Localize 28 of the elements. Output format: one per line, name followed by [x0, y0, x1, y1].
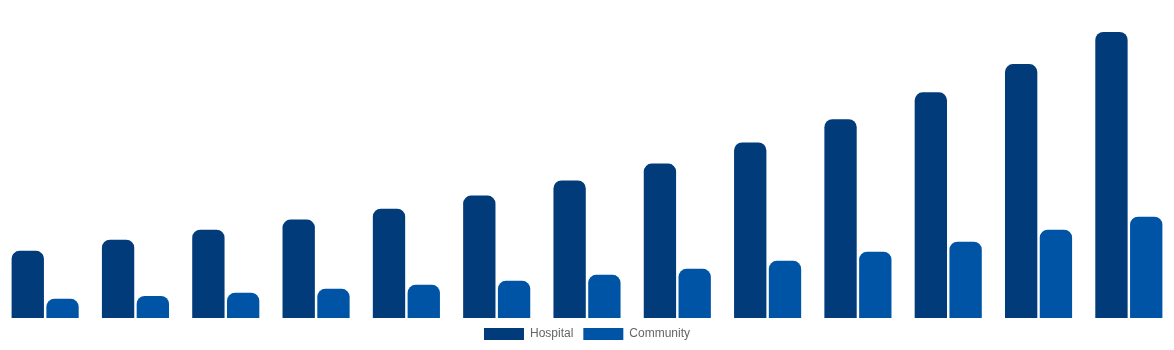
bar — [768, 260, 802, 318]
legend-label: Hospital — [529, 326, 574, 341]
bar — [824, 119, 857, 318]
bar — [1004, 64, 1038, 318]
bar — [407, 284, 440, 318]
bar — [101, 239, 135, 318]
bar — [46, 298, 79, 318]
bar — [949, 241, 982, 318]
bar — [553, 180, 586, 318]
bar — [1095, 32, 1128, 318]
bar — [1130, 216, 1163, 318]
bar — [136, 295, 170, 318]
bar — [463, 195, 496, 318]
bar — [192, 229, 225, 318]
bar — [1039, 229, 1073, 318]
bar — [372, 208, 406, 318]
bar — [734, 142, 767, 318]
bar — [588, 274, 621, 318]
bar — [643, 163, 677, 318]
bar — [226, 292, 260, 318]
bar — [497, 280, 531, 318]
bar — [11, 250, 44, 318]
bar — [859, 251, 892, 318]
bar — [678, 268, 711, 318]
legend-label: Community — [629, 326, 691, 341]
bar — [317, 288, 350, 318]
bar — [282, 219, 315, 318]
bar — [914, 92, 948, 318]
